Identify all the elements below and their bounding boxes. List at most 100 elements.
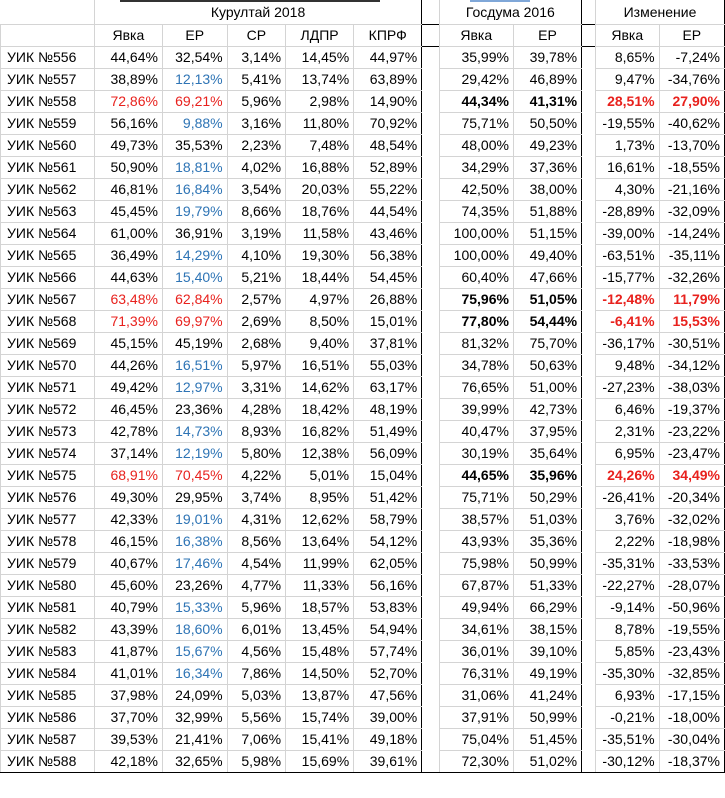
- column-header-kurultai-2[interactable]: СР: [226, 23, 287, 47]
- gosduma-value-cell[interactable]: 51,05%: [512, 287, 583, 311]
- kurultai-value-cell[interactable]: 46,15%: [93, 529, 163, 553]
- change-value-cell[interactable]: -23,43%: [658, 639, 725, 663]
- kurultai-value-cell[interactable]: 5,80%: [226, 441, 287, 465]
- kurultai-value-cell[interactable]: 56,16%: [353, 573, 423, 597]
- kurultai-value-cell[interactable]: 18,76%: [285, 199, 355, 223]
- change-value-cell[interactable]: -9,14%: [594, 595, 660, 619]
- row-label-cell[interactable]: УИК №564: [0, 221, 95, 245]
- kurultai-value-cell[interactable]: 19,30%: [285, 243, 355, 267]
- kurultai-value-cell[interactable]: 37,14%: [93, 441, 163, 465]
- gosduma-value-cell[interactable]: 51,33%: [512, 573, 583, 597]
- kurultai-value-cell[interactable]: 11,58%: [285, 221, 355, 245]
- gosduma-value-cell[interactable]: 74,35%: [438, 199, 514, 223]
- row-label-cell[interactable]: УИК №558: [0, 89, 95, 113]
- gosduma-value-cell[interactable]: 51,88%: [512, 199, 583, 223]
- gosduma-value-cell[interactable]: 49,19%: [512, 661, 583, 685]
- gosduma-value-cell[interactable]: 76,65%: [438, 375, 514, 399]
- row-label-cell[interactable]: УИК №570: [0, 353, 95, 377]
- kurultai-value-cell[interactable]: 4,10%: [226, 243, 287, 267]
- kurultai-value-cell[interactable]: 69,97%: [161, 309, 228, 333]
- kurultai-value-cell[interactable]: 45,60%: [93, 573, 163, 597]
- change-value-cell[interactable]: -19,55%: [594, 111, 660, 135]
- row-label-cell[interactable]: УИК №585: [0, 683, 95, 707]
- change-value-cell[interactable]: 15,53%: [658, 309, 725, 333]
- kurultai-value-cell[interactable]: 5,56%: [226, 705, 287, 729]
- gosduma-value-cell[interactable]: 47,66%: [512, 265, 583, 289]
- kurultai-value-cell[interactable]: 16,82%: [285, 419, 355, 443]
- change-value-cell[interactable]: -12,48%: [594, 287, 660, 311]
- kurultai-value-cell[interactable]: 19,79%: [161, 199, 228, 223]
- change-value-cell[interactable]: -50,96%: [658, 595, 725, 619]
- row-label-cell[interactable]: УИК №587: [0, 727, 95, 751]
- kurultai-value-cell[interactable]: 63,89%: [353, 67, 423, 91]
- row-label-cell[interactable]: УИК №588: [0, 749, 95, 773]
- change-value-cell[interactable]: -23,47%: [658, 441, 725, 465]
- row-label-cell[interactable]: УИК №571: [0, 375, 95, 399]
- kurultai-value-cell[interactable]: 45,15%: [93, 331, 163, 355]
- row-label-cell[interactable]: УИК №562: [0, 177, 95, 201]
- change-value-cell[interactable]: -20,34%: [658, 485, 725, 509]
- change-value-cell[interactable]: -30,04%: [658, 727, 725, 751]
- kurultai-value-cell[interactable]: 3,16%: [226, 111, 287, 135]
- row-label-cell[interactable]: УИК №574: [0, 441, 95, 465]
- change-value-cell[interactable]: -14,24%: [658, 221, 725, 245]
- change-value-cell[interactable]: -32,09%: [658, 199, 725, 223]
- kurultai-value-cell[interactable]: 3,19%: [226, 221, 287, 245]
- kurultai-value-cell[interactable]: 47,56%: [353, 683, 423, 707]
- kurultai-value-cell[interactable]: 62,05%: [353, 551, 423, 575]
- kurultai-value-cell[interactable]: 5,41%: [226, 67, 287, 91]
- kurultai-value-cell[interactable]: 51,42%: [353, 485, 423, 509]
- kurultai-value-cell[interactable]: 52,70%: [353, 661, 423, 685]
- change-value-cell[interactable]: -32,02%: [658, 507, 725, 531]
- kurultai-value-cell[interactable]: 4,02%: [226, 155, 287, 179]
- kurultai-value-cell[interactable]: 35,53%: [161, 133, 228, 157]
- row-label-cell[interactable]: УИК №569: [0, 331, 95, 355]
- change-value-cell[interactable]: -40,62%: [658, 111, 725, 135]
- kurultai-value-cell[interactable]: 5,97%: [226, 353, 287, 377]
- gosduma-value-cell[interactable]: 50,29%: [512, 485, 583, 509]
- change-value-cell[interactable]: -27,23%: [594, 375, 660, 399]
- gosduma-value-cell[interactable]: 75,70%: [512, 331, 583, 355]
- kurultai-value-cell[interactable]: 44,97%: [353, 45, 423, 69]
- column-header-kurultai-4[interactable]: КПРФ: [353, 23, 423, 47]
- kurultai-value-cell[interactable]: 26,88%: [353, 287, 423, 311]
- corner-cell[interactable]: [0, 0, 95, 25]
- kurultai-value-cell[interactable]: 53,83%: [353, 595, 423, 619]
- row-label-cell[interactable]: УИК №575: [0, 463, 95, 487]
- change-value-cell[interactable]: -36,17%: [594, 331, 660, 355]
- row-label-cell[interactable]: УИК №577: [0, 507, 95, 531]
- gosduma-value-cell[interactable]: 41,24%: [512, 683, 583, 707]
- kurultai-value-cell[interactable]: 5,21%: [226, 265, 287, 289]
- column-header-gosduma-1[interactable]: ЕР: [512, 23, 583, 47]
- kurultai-value-cell[interactable]: 13,64%: [285, 529, 355, 553]
- change-value-cell[interactable]: 1,73%: [594, 133, 660, 157]
- kurultai-value-cell[interactable]: 14,29%: [161, 243, 228, 267]
- change-value-cell[interactable]: -23,22%: [658, 419, 725, 443]
- kurultai-value-cell[interactable]: 8,66%: [226, 199, 287, 223]
- gosduma-value-cell[interactable]: 51,15%: [512, 221, 583, 245]
- kurultai-value-cell[interactable]: 5,98%: [226, 749, 287, 773]
- kurultai-value-cell[interactable]: 18,60%: [161, 617, 228, 641]
- change-value-cell[interactable]: 2,22%: [594, 529, 660, 553]
- gosduma-value-cell[interactable]: 51,45%: [512, 727, 583, 751]
- gosduma-value-cell[interactable]: 44,34%: [438, 89, 514, 113]
- change-value-cell[interactable]: -22,27%: [594, 573, 660, 597]
- change-value-cell[interactable]: -33,53%: [658, 551, 725, 575]
- row-label-cell[interactable]: УИК №561: [0, 155, 95, 179]
- change-value-cell[interactable]: 9,47%: [594, 67, 660, 91]
- group-header-kurultai[interactable]: Курултай 2018: [93, 0, 423, 25]
- row-label-cell[interactable]: УИК №576: [0, 485, 95, 509]
- change-value-cell[interactable]: 3,76%: [594, 507, 660, 531]
- kurultai-value-cell[interactable]: 15,74%: [285, 705, 355, 729]
- gosduma-value-cell[interactable]: 54,44%: [512, 309, 583, 333]
- change-value-cell[interactable]: -35,11%: [658, 243, 725, 267]
- change-value-cell[interactable]: -63,51%: [594, 243, 660, 267]
- kurultai-value-cell[interactable]: 12,97%: [161, 375, 228, 399]
- kurultai-value-cell[interactable]: 11,33%: [285, 573, 355, 597]
- gosduma-value-cell[interactable]: 39,99%: [438, 397, 514, 421]
- gosduma-value-cell[interactable]: 31,06%: [438, 683, 514, 707]
- kurultai-value-cell[interactable]: 9,88%: [161, 111, 228, 135]
- change-value-cell[interactable]: 8,78%: [594, 617, 660, 641]
- kurultai-value-cell[interactable]: 13,87%: [285, 683, 355, 707]
- kurultai-value-cell[interactable]: 23,26%: [161, 573, 228, 597]
